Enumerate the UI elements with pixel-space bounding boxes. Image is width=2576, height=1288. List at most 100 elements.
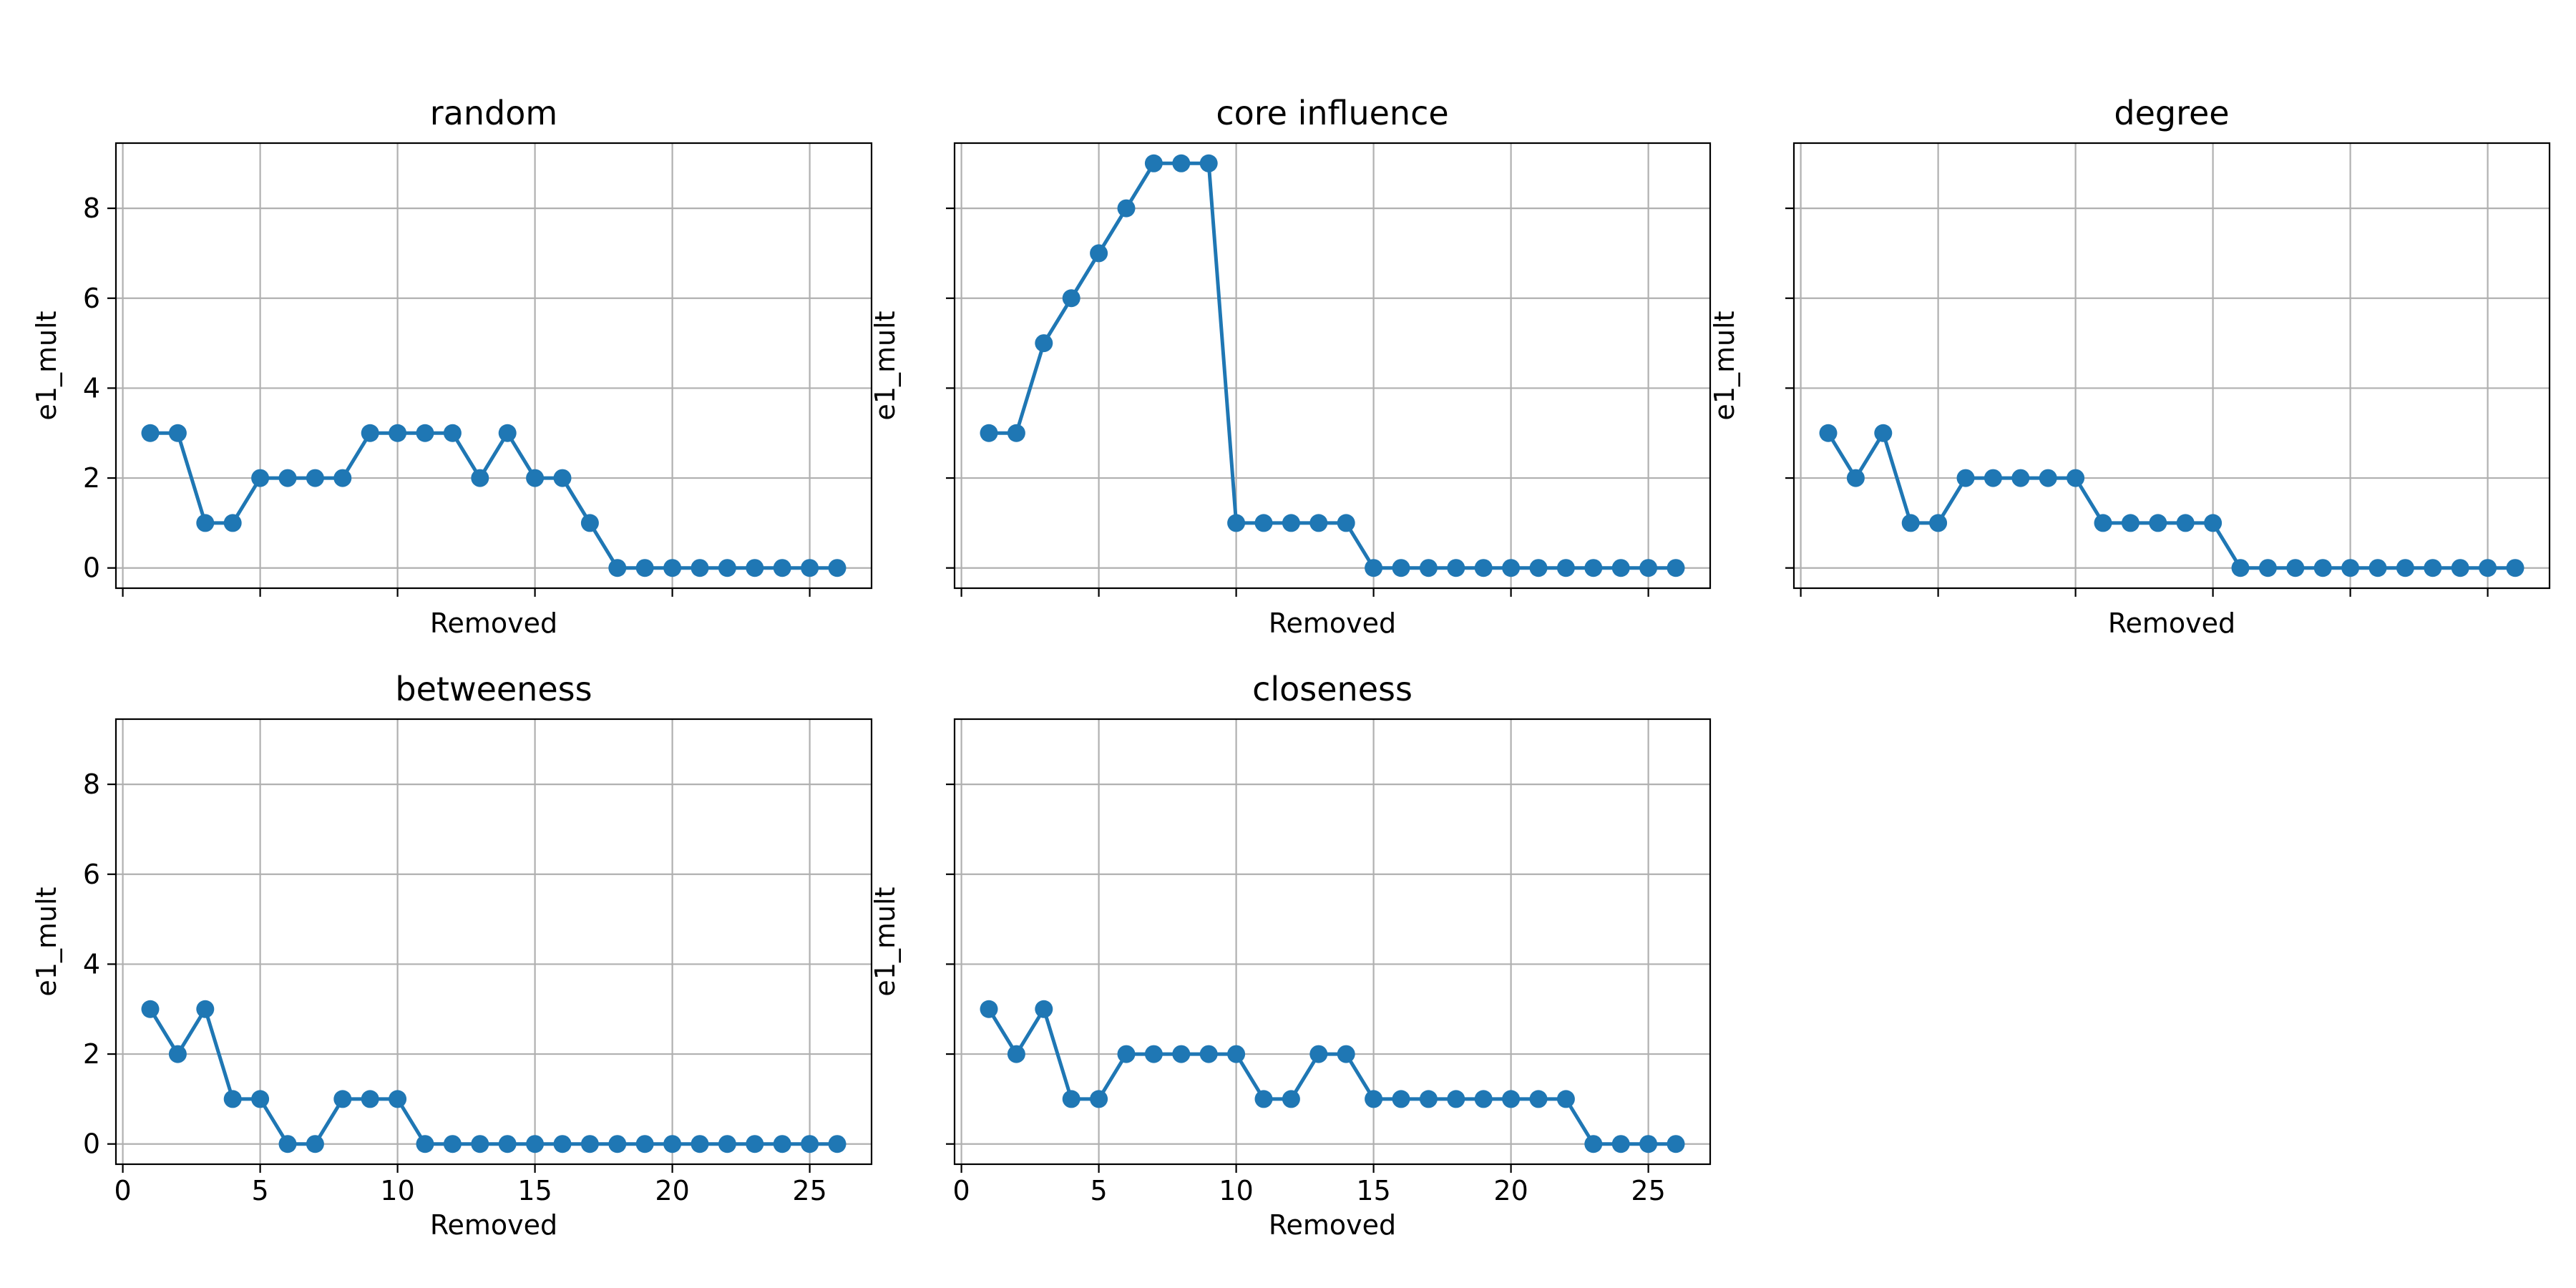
- data-point: [1392, 1090, 1410, 1108]
- data-point: [2313, 559, 2332, 577]
- data-point: [2286, 559, 2305, 577]
- data-point: [2258, 559, 2277, 577]
- data-point: [526, 1135, 545, 1153]
- data-point: [1667, 1135, 1685, 1153]
- axes-frame: [1792, 142, 2551, 590]
- data-point: [2094, 514, 2112, 532]
- axes-frame: [114, 142, 873, 590]
- data-point: [1090, 244, 1108, 263]
- data-point: [773, 559, 791, 577]
- data-point: [1062, 289, 1080, 308]
- y-axis-label: e1_mult: [31, 887, 62, 996]
- data-point: [1035, 334, 1053, 353]
- data-point: [1007, 424, 1025, 442]
- data-point: [1447, 1090, 1465, 1108]
- x-axis-label: Removed: [430, 608, 557, 639]
- data-point: [416, 1135, 434, 1153]
- data-point: [333, 469, 352, 487]
- data-point: [306, 469, 324, 487]
- x-tick-label: 0: [953, 1175, 970, 1206]
- data-point: [2204, 514, 2223, 532]
- data-point: [168, 424, 187, 442]
- data-point: [1117, 199, 1136, 218]
- data-point: [773, 1135, 791, 1153]
- subplot-5: 0 5 10 15 20 25 closeness Removed e1_mult: [869, 670, 1712, 1241]
- y-axis-label: e1_mult: [31, 311, 62, 420]
- data-point: [1419, 559, 1438, 577]
- data-point: [471, 1135, 489, 1153]
- data-point: [1502, 1090, 1521, 1108]
- data-point: [416, 424, 434, 442]
- data-point: [1584, 1135, 1603, 1153]
- data-point: [1474, 559, 1493, 577]
- data-point: [278, 469, 297, 487]
- y-tick-label: 4: [83, 948, 100, 980]
- subplot-title: betweeness: [395, 670, 592, 708]
- data-point: [2341, 559, 2360, 577]
- y-tick-label: 0: [83, 1128, 100, 1160]
- data-point: [1254, 1090, 1273, 1108]
- data-point: [718, 1135, 736, 1153]
- data-point: [1611, 1135, 1630, 1153]
- data-point: [1556, 1090, 1575, 1108]
- y-tick-label: 8: [83, 192, 100, 224]
- data-point: [1846, 469, 1865, 487]
- data-point: [251, 469, 270, 487]
- data-point: [306, 1135, 324, 1153]
- data-point: [526, 469, 545, 487]
- data-point: [1144, 1045, 1163, 1063]
- data-point: [1984, 469, 2002, 487]
- y-tick-label: 2: [83, 1038, 100, 1070]
- y-tick-label: 0: [83, 552, 100, 584]
- data-point: [1337, 514, 1355, 532]
- data-point: [1419, 1090, 1438, 1108]
- data-point: [389, 424, 407, 442]
- data-point: [580, 1135, 599, 1153]
- data-point: [980, 1000, 998, 1018]
- axes-frame: [953, 142, 1712, 590]
- data-point: [553, 469, 572, 487]
- data-point: [443, 424, 462, 442]
- x-tick-label: 0: [114, 1175, 132, 1206]
- data-point: [635, 1135, 654, 1153]
- data-point: [1529, 1090, 1548, 1108]
- x-tick-label: 15: [1356, 1175, 1390, 1206]
- subplot-3: degree Removed e1_mult: [1709, 94, 2551, 639]
- data-point: [1611, 559, 1630, 577]
- data-point: [1007, 1045, 1025, 1063]
- data-point: [471, 469, 489, 487]
- data-point: [1172, 1045, 1191, 1063]
- data-point: [718, 559, 736, 577]
- subplot-2: core influence Removed e1_mult: [869, 94, 1712, 639]
- data-point: [168, 1045, 187, 1063]
- data-point: [1901, 514, 1920, 532]
- data-point: [1639, 1135, 1658, 1153]
- y-tick-label: 4: [83, 372, 100, 404]
- data-point: [498, 1135, 517, 1153]
- data-point: [2176, 514, 2195, 532]
- data-point: [746, 559, 764, 577]
- subplot-4: 0 5 10 15 20 25 0 2 4 6 8 betweeness Removed e1_mult: [31, 670, 873, 1241]
- data-point: [1584, 559, 1603, 577]
- data-point: [1035, 1000, 1053, 1018]
- y-axis-label: e1_mult: [869, 887, 901, 996]
- y-tick-label: 8: [83, 769, 100, 800]
- data-point: [223, 514, 242, 532]
- data-point: [1309, 514, 1328, 532]
- data-point: [196, 514, 215, 532]
- data-point: [1819, 424, 1838, 442]
- axes-frame: [114, 718, 873, 1166]
- data-point: [1282, 514, 1300, 532]
- x-tick-label: 25: [792, 1175, 826, 1206]
- data-point: [2231, 559, 2250, 577]
- axes-frame: [953, 718, 1712, 1166]
- data-point: [1502, 559, 1521, 577]
- data-point: [1199, 154, 1218, 172]
- data-point: [1337, 1045, 1355, 1063]
- data-point: [2451, 559, 2469, 577]
- data-point: [980, 424, 998, 442]
- subplot-grid: 0 2 4 6 8 random Removed e1_mult core influence R…: [31, 94, 2551, 1241]
- data-point: [1474, 1090, 1493, 1108]
- data-point: [1556, 559, 1575, 577]
- data-point: [663, 1135, 682, 1153]
